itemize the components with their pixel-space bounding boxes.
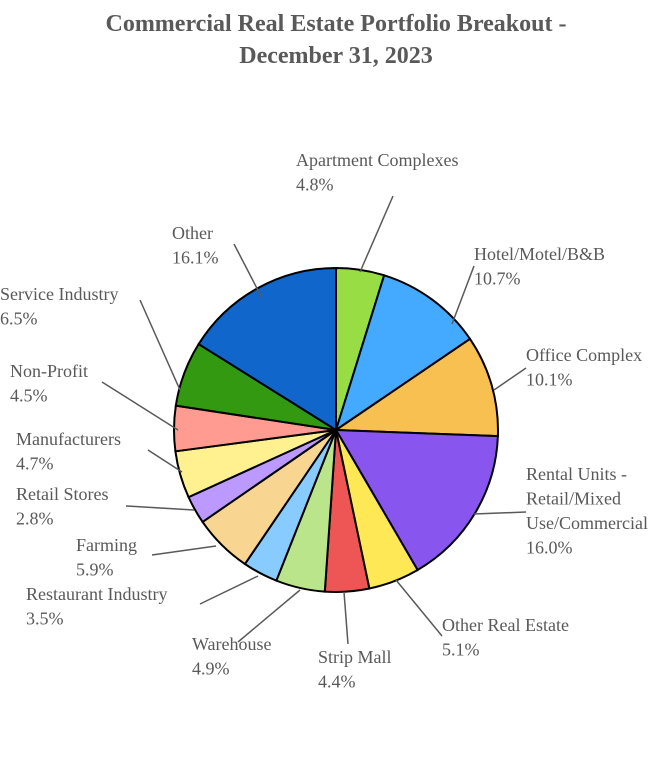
slice-label: Restaurant Industry 3.5% [26,584,167,629]
slice-label: Warehouse 4.9% [192,634,272,679]
leader-line [233,243,263,299]
slice-label: Manufacturers 4.7% [16,429,121,474]
leader-line [101,381,179,431]
leader-line [395,579,443,637]
slice-label: Hotel/Motel/B&B 10.7% [474,244,605,289]
leader-line [139,299,181,391]
slice-label: Service Industry 6.5% [0,284,118,329]
slice-label: Rental Units -Retail/Mixed Use/Commercial… [526,464,648,558]
pie-slice [332,337,499,438]
chart-title-line-2: December 31, 2023 [239,43,433,69]
leader-line [125,505,195,511]
leader-line [199,575,259,605]
leader-line [359,195,394,273]
leader-line [451,265,475,325]
leader-line [343,591,349,645]
slice-label: Other 16.1% [172,223,219,268]
slice-label: Retail Stores 2.8% [16,484,109,529]
leader-line [237,589,301,643]
leader-line [151,545,217,556]
leader-line [493,367,527,391]
slice-label: Other Real Estate 5.1% [442,615,569,660]
slice-label: Non-Profit 4.5% [10,361,88,406]
slice-label: Office Complex 10.1% [526,345,642,390]
slice-label: Strip Mall 4.4% [318,647,392,692]
slice-label: Apartment Complexes 4.8% [296,150,458,195]
pie-slice [334,274,472,433]
chart-title-line-1: Commercial Real Estate Portfolio Breakou… [105,11,567,37]
slice-label: Farming 5.9% [76,535,137,580]
leader-line [147,449,183,473]
leader-line [473,511,527,515]
